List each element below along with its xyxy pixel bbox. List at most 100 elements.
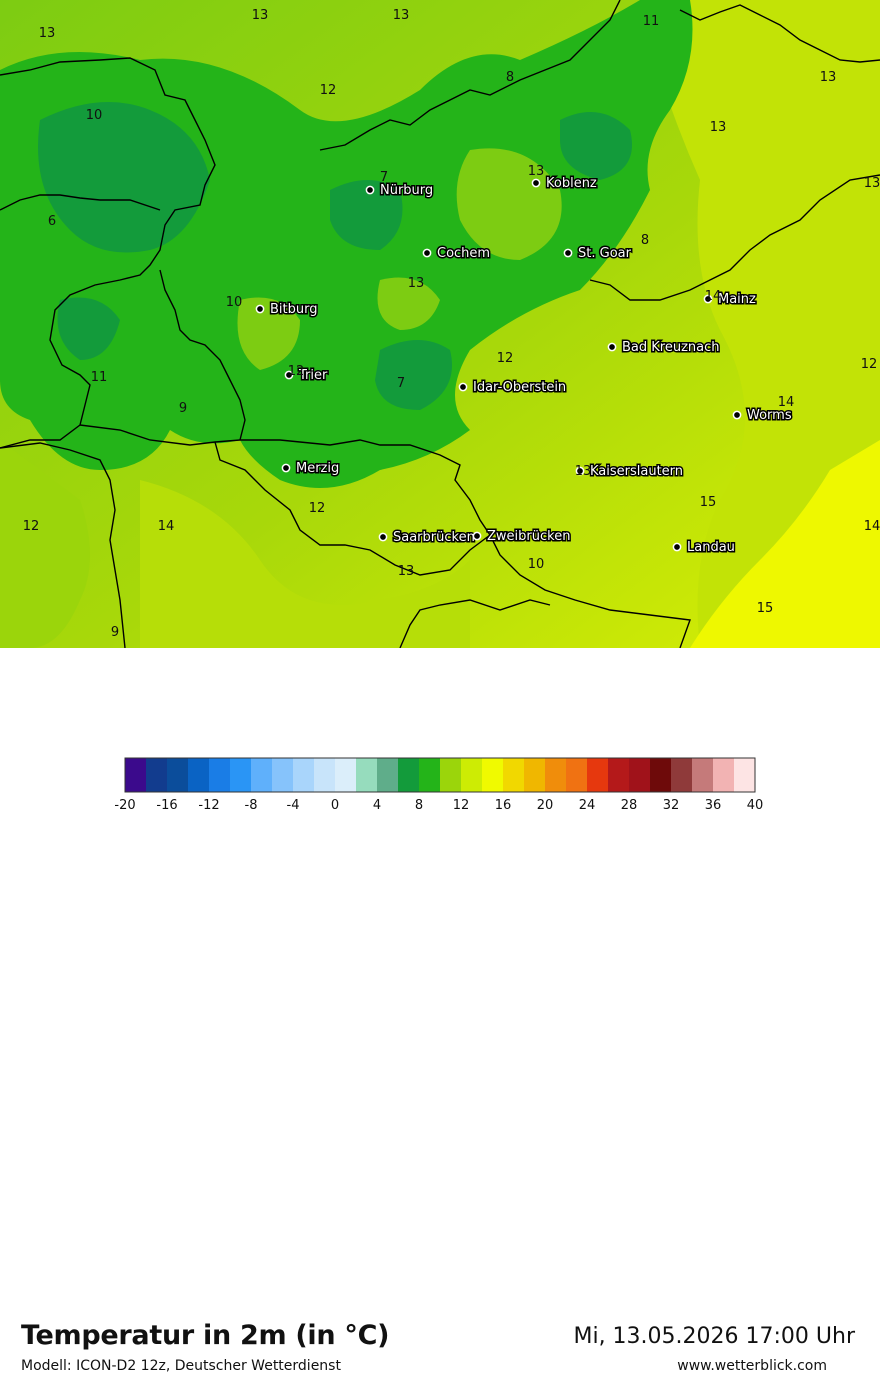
isotherm-value-label: 7 xyxy=(397,376,405,391)
legend-tick-label: 8 xyxy=(415,798,423,813)
city-marker: Merzig xyxy=(281,460,341,478)
city-marker: Nürburg xyxy=(365,182,435,200)
isotherm-value-label: 12 xyxy=(861,357,878,372)
isotherm-value-label: 13 xyxy=(252,8,269,23)
map-title: Temperatur in 2m (in °C) xyxy=(21,1320,390,1351)
isotherm-value-label: 12 xyxy=(23,519,40,534)
city-dot xyxy=(458,382,468,392)
legend-swatch xyxy=(209,758,231,792)
isotherm-value-label: 8 xyxy=(641,233,649,248)
city-dot xyxy=(531,178,541,188)
legend-tick-label: 0 xyxy=(331,798,339,813)
city-label: Koblenz xyxy=(546,176,597,191)
city-marker: Saarbrücken xyxy=(378,529,476,547)
isotherm-value-label: 13 xyxy=(408,276,425,291)
legend-tick-label: 4 xyxy=(373,798,381,813)
isotherm-value-label: 11 xyxy=(91,370,108,385)
legend-swatch xyxy=(356,758,378,792)
legend-tick-label: 24 xyxy=(579,798,596,813)
isotherm-value-label: 15 xyxy=(757,601,774,616)
city-dot xyxy=(422,248,432,258)
legend-swatch xyxy=(629,758,651,792)
legend-swatch xyxy=(734,758,756,792)
isotherm-value-label: 14 xyxy=(778,395,795,410)
city-marker: Zweibrücken xyxy=(472,528,572,546)
city-marker: Idar-Oberstein xyxy=(458,379,568,397)
city-dot xyxy=(575,466,585,476)
legend-swatch xyxy=(314,758,336,792)
city-dot xyxy=(365,185,375,195)
legend-swatch xyxy=(398,758,420,792)
isotherm-value-label: 7 xyxy=(380,170,388,185)
legend-swatch xyxy=(503,758,525,792)
isotherm-value-label: 10 xyxy=(226,295,243,310)
city-dot xyxy=(281,463,291,473)
city-marker: Cochem xyxy=(422,245,492,263)
city-marker: Bad Kreuznach xyxy=(607,339,721,357)
legend-swatch xyxy=(230,758,252,792)
legend-tick-label: -20 xyxy=(114,798,135,813)
city-label: Kaiserslautern xyxy=(590,464,683,479)
isotherm-value-label: 13 xyxy=(864,176,880,191)
city-markers: Nürburg Koblenz Cochem St. Goar Mainz Bitburg… xyxy=(255,175,793,557)
isotherm-value-labels: 13 13 11 13 12 8 13 10 13 13 7 6 13 8 10 14 13 12 12 11 7 9 14… xyxy=(23,8,880,640)
isotherm-value-label: 12 xyxy=(309,501,326,516)
isotherm-value-label: 6 xyxy=(48,214,56,229)
isotherm-value-label: 13 xyxy=(398,564,415,579)
city-label: Idar-Oberstein xyxy=(473,380,566,395)
city-marker: Landau xyxy=(672,539,736,557)
city-label: St. Goar xyxy=(578,246,632,261)
city-dot xyxy=(672,542,682,552)
legend-swatch xyxy=(335,758,357,792)
legend-swatch xyxy=(125,758,147,792)
legend-tick-label: 32 xyxy=(663,798,680,813)
city-marker: Trier xyxy=(284,367,329,385)
legend-tick-label: 36 xyxy=(705,798,722,813)
legend-tick-label: 12 xyxy=(453,798,470,813)
isotherm-value-label: 9 xyxy=(179,401,187,416)
color-scale-legend: -20 -16 -12 -8 -4 0 4 8 12 16 20 24 28 32 36 40 xyxy=(114,757,764,813)
legend-swatch xyxy=(419,758,441,792)
isotherm-value-label: 12 xyxy=(288,364,305,379)
city-dot xyxy=(284,370,294,380)
legend-swatch xyxy=(146,758,168,792)
legend-swatch xyxy=(377,758,399,792)
legend-tick-label: -16 xyxy=(156,798,177,813)
legend-swatch xyxy=(713,758,735,792)
legend-tick-label: 28 xyxy=(621,798,638,813)
city-label: Trier xyxy=(298,368,328,383)
city-label: Landau xyxy=(687,540,735,555)
city-marker: Kaiserslautern xyxy=(575,463,685,481)
legend-swatch xyxy=(251,758,273,792)
city-dot xyxy=(703,294,713,304)
legend-swatch xyxy=(650,758,672,792)
city-label: Nürburg xyxy=(380,183,433,198)
valid-datetime: Mi, 13.05.2026 17:00 Uhr xyxy=(573,1324,855,1349)
city-marker: Bitburg xyxy=(255,301,319,319)
city-marker: St. Goar xyxy=(563,245,633,263)
legend-swatch xyxy=(566,758,588,792)
website-link[interactable]: www.wetterblick.com xyxy=(677,1358,827,1374)
city-label: Zweibrücken xyxy=(487,529,570,544)
legend-swatch xyxy=(188,758,210,792)
isotherm-value-label: 13 xyxy=(39,26,56,41)
legend-tick-label: 16 xyxy=(495,798,512,813)
legend-tick-label: 40 xyxy=(747,798,764,813)
city-label: Bitburg xyxy=(270,302,318,317)
city-label: Bad Kreuznach xyxy=(622,340,720,355)
legend-swatch xyxy=(167,758,189,792)
isotherm-value-label: 13 xyxy=(710,120,727,135)
isotherm-value-label: 12 xyxy=(320,83,337,98)
isotherm-value-label: 14 xyxy=(705,289,722,304)
city-dot xyxy=(378,532,388,542)
legend-tick-label: -8 xyxy=(245,798,258,813)
legend-tick-label: 20 xyxy=(537,798,554,813)
isotherm-value-label: 8 xyxy=(506,70,514,85)
legend-tick-label: -12 xyxy=(198,798,219,813)
isotherm-value-label: 14 xyxy=(158,519,175,534)
isotherm-value-label: 13 xyxy=(575,464,592,479)
borders xyxy=(0,0,880,648)
isotherm-value-label: 10 xyxy=(86,108,103,123)
city-dot xyxy=(732,410,742,420)
isotherm-value-label: 13 xyxy=(393,8,410,23)
